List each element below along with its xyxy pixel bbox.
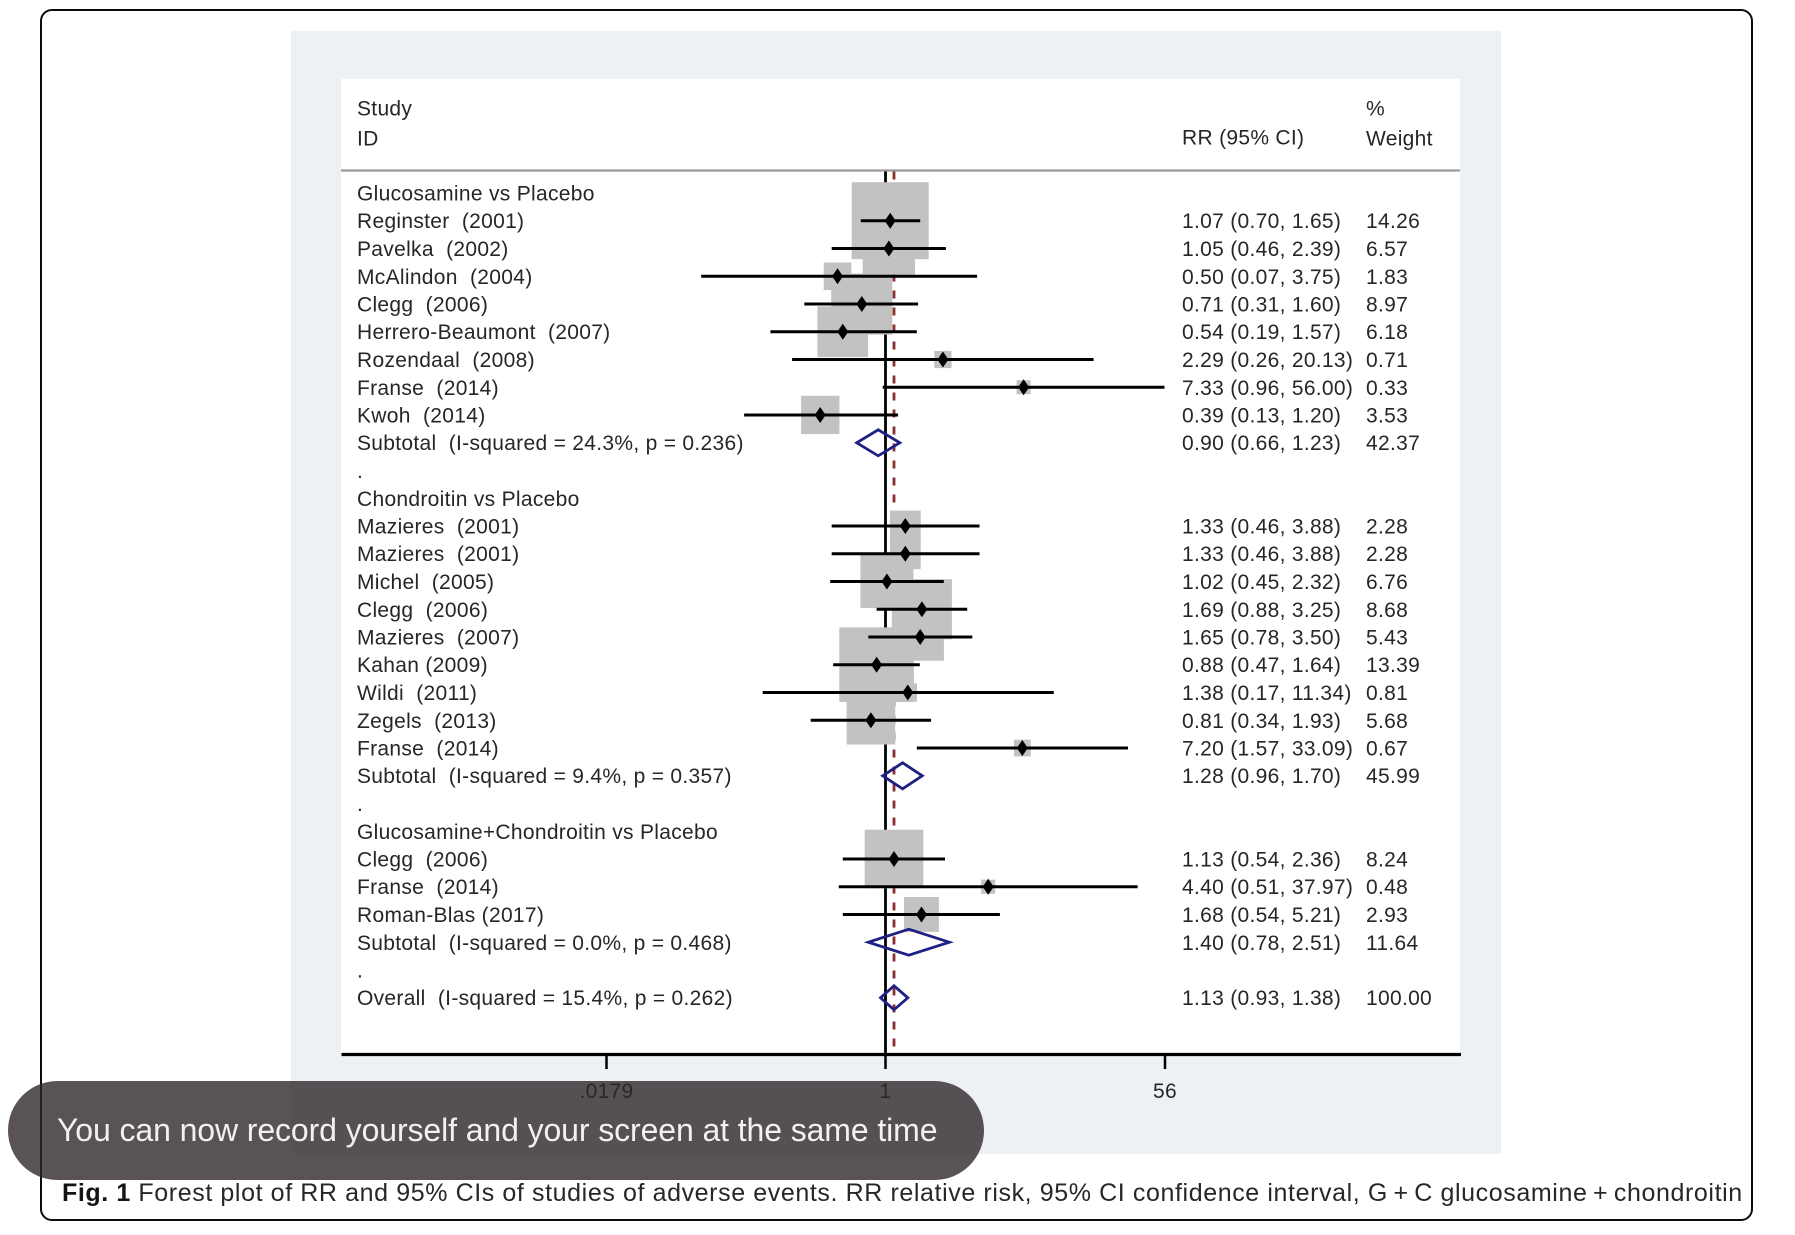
svg-text:8.24: 8.24 <box>1366 849 1408 872</box>
svg-text:0.88 (0.47, 1.64): 0.88 (0.47, 1.64) <box>1182 654 1341 677</box>
svg-text:7.33 (0.96, 56.00): 7.33 (0.96, 56.00) <box>1182 377 1353 400</box>
svg-text:0.54 (0.19, 1.57): 0.54 (0.19, 1.57) <box>1182 321 1341 344</box>
svg-text:5.43: 5.43 <box>1366 627 1408 650</box>
svg-text:Glucosamine+Chondroitin vs Pla: Glucosamine+Chondroitin vs Placebo <box>357 821 718 844</box>
svg-text:Subtotal (I-squared = 0.0%, p: Subtotal (I-squared = 0.0%, p = 0.468) <box>357 932 732 955</box>
svg-text:Weight: Weight <box>1366 128 1433 151</box>
svg-text:.: . <box>357 960 363 983</box>
svg-text:5.68: 5.68 <box>1366 710 1408 733</box>
svg-text:1.13 (0.93, 1.38): 1.13 (0.93, 1.38) <box>1182 987 1341 1010</box>
svg-text:2.29 (0.26, 20.13): 2.29 (0.26, 20.13) <box>1182 349 1353 372</box>
svg-text:0.48: 0.48 <box>1366 876 1408 899</box>
svg-text:Franse (2014): Franse (2014) <box>357 876 499 899</box>
svg-text:8.97: 8.97 <box>1366 294 1408 317</box>
svg-text:4.40 (0.51, 37.97): 4.40 (0.51, 37.97) <box>1182 876 1353 899</box>
svg-text:1.40 (0.78, 2.51): 1.40 (0.78, 2.51) <box>1182 932 1341 955</box>
svg-text:.: . <box>357 460 363 483</box>
svg-text:42.37: 42.37 <box>1366 432 1420 455</box>
svg-text:Clegg (2006): Clegg (2006) <box>357 599 488 622</box>
svg-text:0.71 (0.31, 1.60): 0.71 (0.31, 1.60) <box>1182 294 1341 317</box>
svg-text:0.90 (0.66, 1.23): 0.90 (0.66, 1.23) <box>1182 432 1341 455</box>
svg-text:1.38 (0.17, 11.34): 1.38 (0.17, 11.34) <box>1182 682 1352 705</box>
svg-text:1.05 (0.46, 2.39): 1.05 (0.46, 2.39) <box>1182 238 1341 261</box>
svg-text:Mazieres (2001): Mazieres (2001) <box>357 516 519 539</box>
svg-text:0.67: 0.67 <box>1366 738 1408 761</box>
svg-text:Kahan (2009): Kahan (2009) <box>357 654 488 677</box>
svg-text:45.99: 45.99 <box>1366 765 1420 788</box>
svg-text:1.13 (0.54, 2.36): 1.13 (0.54, 2.36) <box>1182 849 1341 872</box>
svg-text:13.39: 13.39 <box>1366 654 1420 677</box>
svg-text:ID: ID <box>357 128 379 151</box>
svg-text:Subtotal (I-squared = 9.4%, p: Subtotal (I-squared = 9.4%, p = 0.357) <box>357 765 732 788</box>
svg-text:Kwoh (2014): Kwoh (2014) <box>357 405 486 428</box>
svg-text:0.50 (0.07, 3.75): 0.50 (0.07, 3.75) <box>1182 266 1341 289</box>
svg-text:100.00: 100.00 <box>1366 987 1432 1010</box>
svg-text:Study: Study <box>357 98 412 121</box>
svg-text:.: . <box>357 793 363 816</box>
svg-text:Subtotal (I-squared = 24.3%,: Subtotal (I-squared = 24.3%, p = 0.236) <box>357 432 744 455</box>
svg-text:McAlindon (2004): McAlindon (2004) <box>357 266 533 289</box>
svg-text:8.68: 8.68 <box>1366 599 1408 622</box>
svg-text:Reginster (2001): Reginster (2001) <box>357 210 524 233</box>
svg-text:Franse (2014): Franse (2014) <box>357 738 499 761</box>
svg-text:Michel (2005): Michel (2005) <box>357 571 494 594</box>
svg-text:0.33: 0.33 <box>1366 377 1408 400</box>
svg-text:Overall (I-squared = 15.4%, p: Overall (I-squared = 15.4%, p = 0.262) <box>357 987 733 1010</box>
svg-text:Clegg (2006): Clegg (2006) <box>357 294 488 317</box>
svg-text:Franse (2014): Franse (2014) <box>357 377 499 400</box>
svg-text:14.26: 14.26 <box>1366 210 1420 233</box>
svg-text:3.53: 3.53 <box>1366 405 1408 428</box>
svg-text:0.71: 0.71 <box>1366 349 1408 372</box>
svg-text:0.81: 0.81 <box>1366 682 1408 705</box>
svg-text:1.07 (0.70, 1.65): 1.07 (0.70, 1.65) <box>1182 210 1341 233</box>
svg-text:Mazieres (2001): Mazieres (2001) <box>357 543 519 566</box>
svg-text:1.83: 1.83 <box>1366 266 1408 289</box>
svg-text:2.93: 2.93 <box>1366 904 1408 927</box>
svg-text:0.39 (0.13, 1.20): 0.39 (0.13, 1.20) <box>1182 405 1341 428</box>
svg-text:1.69 (0.88, 3.25): 1.69 (0.88, 3.25) <box>1182 599 1341 622</box>
svg-text:Herrero-Beaumont (2007): Herrero-Beaumont (2007) <box>357 321 610 344</box>
svg-text:Roman-Blas (2017): Roman-Blas (2017) <box>357 904 544 927</box>
svg-text:11.64: 11.64 <box>1366 932 1419 955</box>
svg-text:6.57: 6.57 <box>1366 238 1408 261</box>
svg-text:Pavelka (2002): Pavelka (2002) <box>357 238 509 261</box>
svg-text:Chondroitin vs Placebo: Chondroitin vs Placebo <box>357 488 580 511</box>
svg-text:6.76: 6.76 <box>1366 571 1408 594</box>
svg-text:Zegels (2013): Zegels (2013) <box>357 710 497 733</box>
svg-text:RR (95% CI): RR (95% CI) <box>1182 127 1304 150</box>
svg-text:Clegg (2006): Clegg (2006) <box>357 849 488 872</box>
svg-text:1.65 (0.78, 3.50): 1.65 (0.78, 3.50) <box>1182 627 1341 650</box>
svg-text:Rozendaal (2008): Rozendaal (2008) <box>357 349 535 372</box>
svg-text:6.18: 6.18 <box>1366 321 1408 344</box>
svg-text:Glucosamine vs Placebo: Glucosamine vs Placebo <box>357 183 595 206</box>
svg-text:1.33 (0.46, 3.88): 1.33 (0.46, 3.88) <box>1182 516 1341 539</box>
svg-text:1.02 (0.45, 2.32): 1.02 (0.45, 2.32) <box>1182 571 1341 594</box>
svg-text:1.28 (0.96, 1.70): 1.28 (0.96, 1.70) <box>1182 765 1341 788</box>
svg-text:%: % <box>1366 98 1385 121</box>
svg-text:1.33 (0.46, 3.88): 1.33 (0.46, 3.88) <box>1182 543 1341 566</box>
svg-text:2.28: 2.28 <box>1366 516 1408 539</box>
svg-text:2.28: 2.28 <box>1366 543 1408 566</box>
svg-text:Mazieres (2007): Mazieres (2007) <box>357 627 519 650</box>
svg-text:7.20 (1.57, 33.09): 7.20 (1.57, 33.09) <box>1182 738 1353 761</box>
svg-text:56: 56 <box>1153 1080 1177 1103</box>
svg-text:1.68 (0.54, 5.21): 1.68 (0.54, 5.21) <box>1182 904 1341 927</box>
svg-text:0.81 (0.34, 1.93): 0.81 (0.34, 1.93) <box>1182 710 1341 733</box>
svg-text:Wildi (2011): Wildi (2011) <box>357 682 477 705</box>
